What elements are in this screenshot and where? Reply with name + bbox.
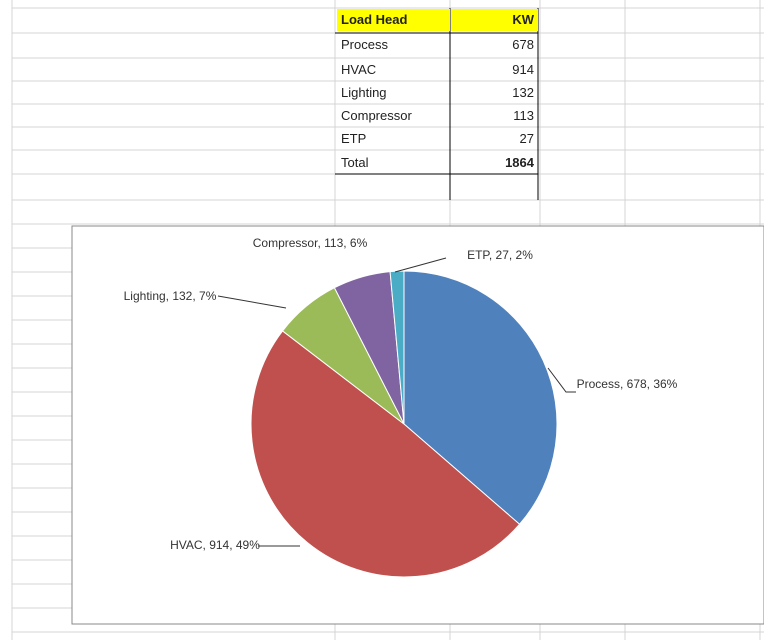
- table-borders: [335, 8, 539, 200]
- data-label: ETP, 27, 2%: [467, 248, 533, 262]
- data-label: HVAC, 914, 49%: [170, 538, 260, 552]
- pie: [250, 270, 558, 578]
- header-cell: Load Head: [337, 9, 450, 31]
- table-cell: Process: [341, 37, 388, 52]
- header-cell: KW: [451, 9, 538, 31]
- table-cell: 113: [513, 108, 534, 123]
- table-cell: 914: [512, 62, 534, 77]
- pie-slice: [403, 270, 558, 525]
- data-label: Lighting, 132, 7%: [123, 289, 217, 303]
- table-cell: 27: [519, 131, 534, 146]
- table-cell: Compressor: [341, 108, 412, 123]
- pie-slice: [250, 330, 521, 578]
- table-cell: 132: [512, 85, 534, 100]
- table-cell: HVAC: [341, 62, 377, 77]
- data-label: Compressor, 113, 6%: [252, 236, 368, 250]
- table-cell: ETP: [341, 131, 367, 146]
- total-cell: Total: [341, 155, 369, 170]
- table-cell: 678: [512, 37, 534, 52]
- table-cell: Lighting: [341, 85, 387, 100]
- leader-lines: [217, 257, 576, 547]
- total-cell: 1864: [505, 155, 534, 170]
- data-label: Process, 678, 36%: [576, 377, 678, 391]
